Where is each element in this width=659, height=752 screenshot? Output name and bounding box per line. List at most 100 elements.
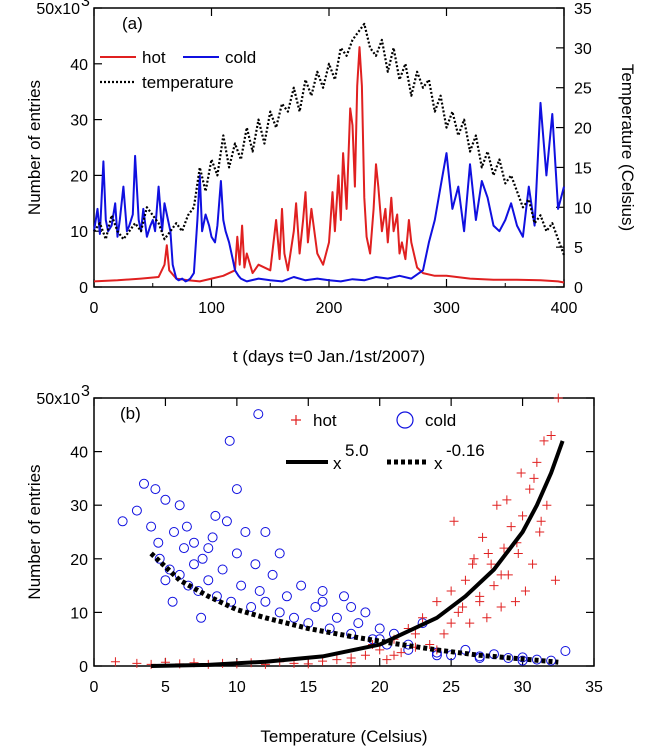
x-tick-label-b: 15 xyxy=(299,679,317,696)
hot-point xyxy=(483,548,493,558)
hot-point xyxy=(546,431,556,441)
hot-point xyxy=(492,500,502,510)
x-tick-label-b: 20 xyxy=(371,679,389,696)
cold-point xyxy=(211,591,222,602)
hot-point xyxy=(486,559,496,569)
cold-point xyxy=(267,569,278,580)
cold-point xyxy=(160,575,171,586)
hot-point xyxy=(506,522,516,532)
y-tick-label-a: 20 xyxy=(70,168,88,185)
cold-point xyxy=(531,654,542,665)
y-tick-label-a: 30 xyxy=(70,113,88,130)
cold-point xyxy=(260,527,271,537)
cold-point xyxy=(254,586,265,596)
cold-point xyxy=(503,653,514,663)
x-tick-label-a: 200 xyxy=(316,300,343,317)
hot-point xyxy=(518,511,528,521)
hot-point xyxy=(478,532,488,542)
y-tick-label-b: 40 xyxy=(70,445,88,462)
y-axis-label-a: Number of entries xyxy=(25,80,44,215)
cold-point xyxy=(560,646,571,656)
cold-point xyxy=(236,580,247,591)
x-tick-label-a: 400 xyxy=(551,300,578,317)
hot-point xyxy=(432,597,442,607)
hot-point xyxy=(489,581,499,591)
legend-label-cold: cold xyxy=(225,48,256,67)
cold-point xyxy=(346,602,357,612)
cold-point xyxy=(281,591,292,602)
x-tick-label-b: 5 xyxy=(161,679,170,696)
cold-point xyxy=(167,596,178,607)
cold-point xyxy=(160,494,171,505)
hot-point xyxy=(303,659,313,669)
cold-point xyxy=(217,564,228,575)
hot-point xyxy=(389,650,399,660)
cold-point xyxy=(274,607,285,618)
cold-point xyxy=(231,484,242,495)
cold-point xyxy=(250,559,261,570)
x-axis-label-b: Temperature (Celsius) xyxy=(260,727,427,746)
cold-point xyxy=(169,527,179,537)
hot-point xyxy=(496,570,506,580)
legend-fit-exponent-1: 5.0 xyxy=(345,441,369,460)
y-tick-label-b: 30 xyxy=(70,498,88,515)
y2-tick-label-a: 15 xyxy=(574,160,592,177)
cold-point xyxy=(179,543,189,554)
hot-point xyxy=(382,655,392,665)
fit-line-power-5 xyxy=(151,440,565,668)
cold-point xyxy=(346,628,357,639)
cold-point xyxy=(260,596,271,607)
cold-point xyxy=(240,527,251,537)
cold-point xyxy=(207,532,218,543)
cold-point xyxy=(203,543,214,554)
cold-point xyxy=(517,652,528,663)
y2-tick-label-a: 10 xyxy=(574,200,592,217)
hot-point xyxy=(453,607,463,617)
cold-point xyxy=(317,596,328,607)
y-tick-label-b: 0 xyxy=(79,659,88,676)
hot-point xyxy=(513,548,523,558)
legend-label-hot: hot xyxy=(142,48,166,67)
cold-point xyxy=(153,537,164,548)
cold-point xyxy=(203,575,214,586)
hot-point xyxy=(332,655,342,665)
plot-frame-b xyxy=(93,397,595,667)
cold-point xyxy=(296,580,307,591)
y2-tick-label-a: 0 xyxy=(574,280,583,297)
cold-point xyxy=(221,516,232,527)
series-line-hot xyxy=(93,46,565,284)
x-tick-label-a: 300 xyxy=(433,300,460,317)
hot-point xyxy=(132,658,142,668)
cold-point xyxy=(117,516,128,527)
legend-label-temperature: temperature xyxy=(142,73,234,92)
hot-point xyxy=(449,516,459,526)
hot-point xyxy=(475,597,485,607)
hot-point xyxy=(458,602,468,612)
x-tick-label-b: 35 xyxy=(585,679,603,696)
legend-a: hot cold temperature xyxy=(100,48,256,92)
legend-fit-exponent-2: -0.16 xyxy=(446,441,485,460)
hot-point xyxy=(525,484,535,494)
y2-tick-label-a: 30 xyxy=(574,41,592,58)
y2-tick-label-a: 20 xyxy=(574,121,592,138)
cold-point xyxy=(224,435,235,446)
legend-label-hot-b: hot xyxy=(313,411,337,430)
hot-point xyxy=(482,613,492,623)
y2-tick-label-a: 5 xyxy=(574,240,583,257)
hot-point xyxy=(375,645,385,655)
hot-point xyxy=(529,473,539,483)
y-tick-label-a: 40 xyxy=(70,57,88,74)
cold-point xyxy=(403,644,414,655)
hot-point xyxy=(542,500,552,510)
cold-point xyxy=(360,607,371,618)
y-tick-exponent-b: 3 xyxy=(81,383,90,400)
cold-point xyxy=(189,537,199,548)
legend-fit-base-2: x xyxy=(434,454,443,473)
hot-point xyxy=(465,618,475,628)
y-tick-label-b: 50x10 xyxy=(36,391,80,408)
hot-point xyxy=(360,650,370,660)
cold-point xyxy=(139,478,149,489)
hot-point xyxy=(425,640,435,650)
fit-line-power-neg-0-16 xyxy=(149,551,559,665)
hot-point xyxy=(439,629,449,639)
